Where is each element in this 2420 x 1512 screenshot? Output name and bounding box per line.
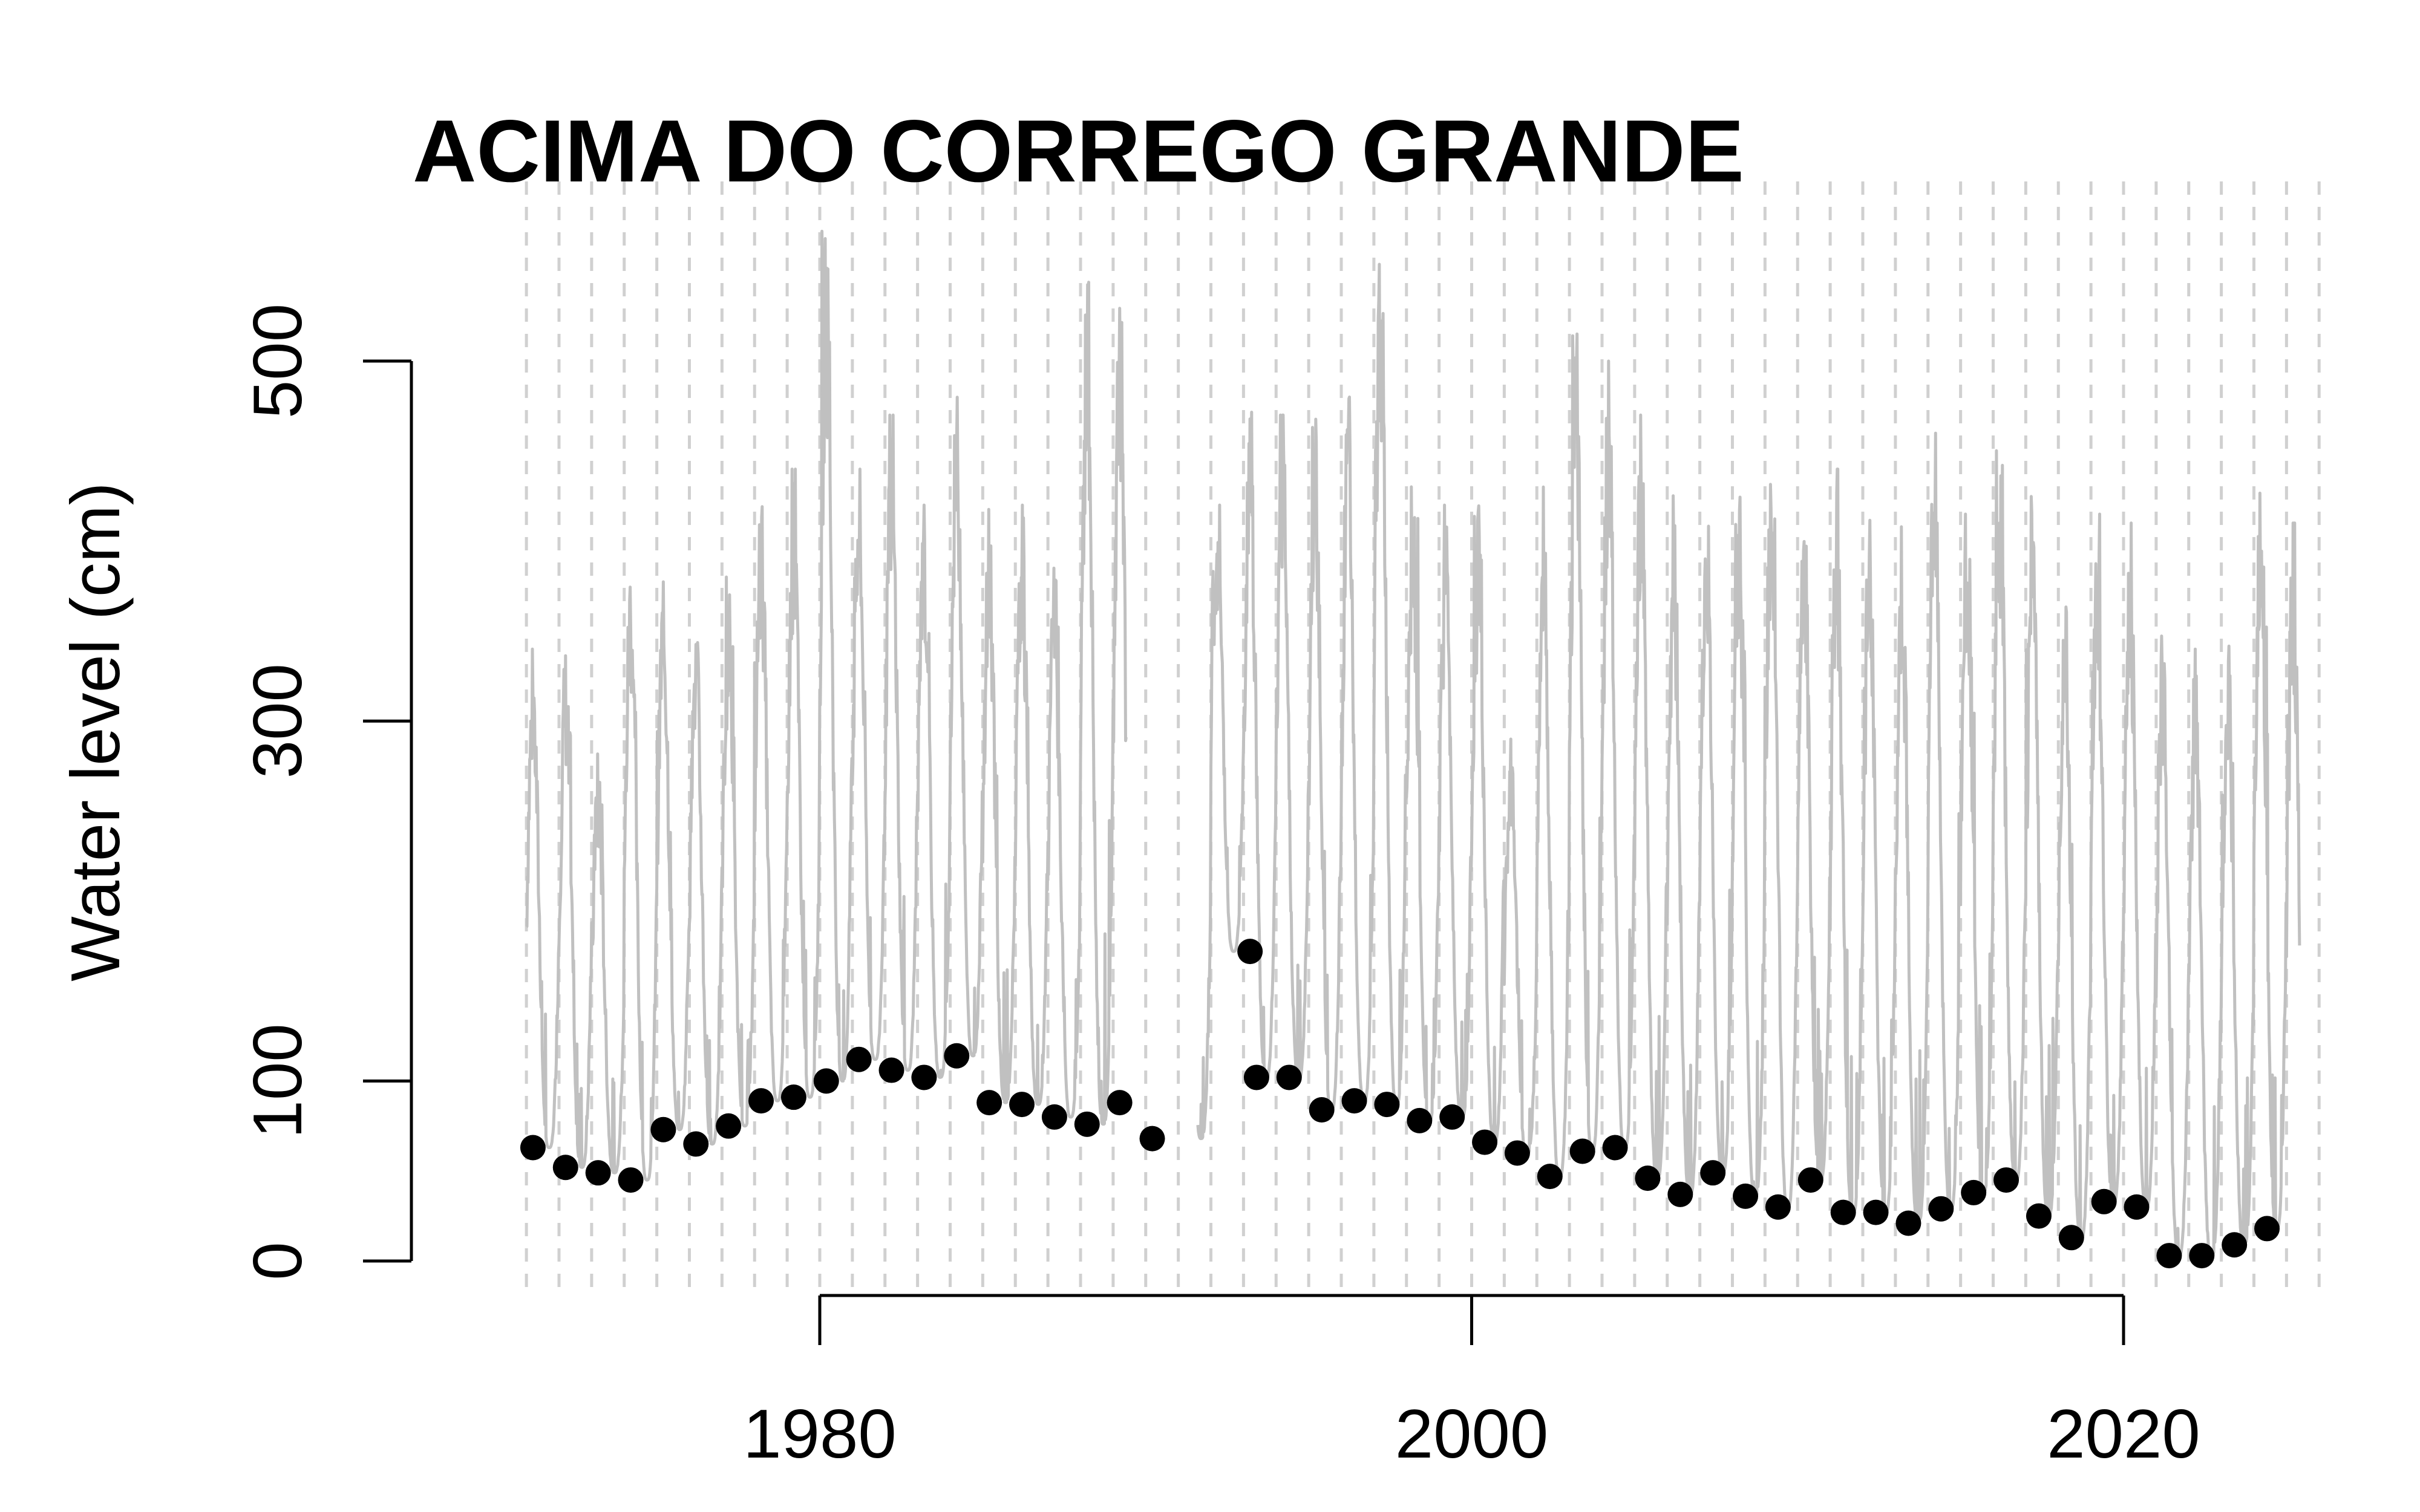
annual-minimum-point-27 (1407, 1107, 1433, 1133)
annual-minimum-point-41 (1863, 1199, 1889, 1225)
annual-minimum-point-37 (1733, 1183, 1759, 1209)
annual-minimum-point-34 (1635, 1165, 1661, 1191)
annual-minimum-point-20 (1139, 1126, 1165, 1152)
y-axis-label: Water level (cm) (57, 482, 134, 982)
annual-minimum-point-13 (911, 1064, 937, 1090)
annual-minimum-point-19 (1107, 1090, 1133, 1116)
annual-minimum-point-53 (2254, 1216, 2280, 1242)
chart-title: ACIMA DO CORREGO GRANDE (413, 102, 1744, 200)
y-tick-label-300: 300 (240, 663, 316, 778)
annual-minimum-point-10 (813, 1068, 839, 1094)
annual-minimum-point-9 (780, 1084, 806, 1110)
annual-minimum-point-40 (1830, 1199, 1856, 1225)
annual-minimum-point-2 (552, 1155, 578, 1181)
annual-minimum-point-24 (1309, 1097, 1335, 1123)
annual-minimum-point-49 (2124, 1194, 2150, 1220)
annual-minimum-point-36 (1700, 1160, 1726, 1186)
x-tick-label-1980: 1980 (743, 1396, 897, 1473)
y-tick-label-100: 100 (240, 1023, 316, 1138)
annual-minimum-point-43 (1928, 1196, 1954, 1222)
annual-minimum-point-38 (1765, 1194, 1791, 1220)
annual-minimum-point-5 (650, 1116, 676, 1142)
annual-minimum-point-15 (976, 1090, 1002, 1116)
annual-minimum-point-3 (585, 1160, 611, 1186)
annual-minimum-point-1 (520, 1135, 546, 1161)
y-axis: 0 100 300 500 (240, 304, 413, 1280)
annual-minimum-point-42 (1895, 1210, 1921, 1236)
annual-minimum-point-39 (1797, 1167, 1823, 1193)
annual-minimum-point-18 (1074, 1111, 1100, 1137)
annual-minimum-point-44 (1961, 1179, 1987, 1205)
annual-minimum-point-11 (846, 1046, 872, 1072)
annual-minimum-point-51 (2189, 1243, 2215, 1269)
annual-minimum-point-6 (683, 1131, 709, 1157)
annual-minimum-point-46 (2026, 1203, 2052, 1229)
annual-minimum-point-29 (1472, 1129, 1498, 1155)
annual-minimum-point-23 (1276, 1064, 1302, 1090)
annual-minimum-points (520, 939, 2280, 1269)
annual-minimum-point-14 (944, 1043, 970, 1069)
annual-minimum-point-50 (2156, 1243, 2182, 1269)
annual-minimum-point-16 (1009, 1092, 1035, 1118)
annual-minimum-point-52 (2222, 1232, 2248, 1258)
y-tick-label-500: 500 (240, 304, 316, 419)
x-tick-label-2020: 2020 (2047, 1396, 2200, 1473)
x-axis: 1980 2000 2020 (743, 1294, 2200, 1473)
annual-minimum-point-8 (748, 1088, 774, 1114)
annual-minimum-point-7 (716, 1113, 742, 1139)
y-tick-label-0: 0 (240, 1242, 316, 1280)
annual-minimum-point-32 (1569, 1138, 1595, 1164)
annual-minimum-point-48 (2091, 1188, 2117, 1214)
annual-minimum-point-30 (1504, 1140, 1530, 1166)
annual-minimum-point-45 (1993, 1167, 2019, 1193)
annual-minimum-point-31 (1537, 1164, 1563, 1190)
annual-minimum-point-35 (1667, 1181, 1693, 1207)
annual-minimum-point-17 (1041, 1104, 1067, 1130)
annual-minimum-point-33 (1602, 1135, 1628, 1161)
annual-minimum-point-4 (618, 1167, 644, 1193)
annual-minimum-point-26 (1374, 1092, 1400, 1118)
annual-minimum-point-22 (1243, 1064, 1269, 1090)
x-tick-label-2000: 2000 (1395, 1396, 1549, 1473)
series-segment-1 (525, 229, 1128, 1182)
annual-minimum-point-28 (1439, 1104, 1465, 1130)
annual-minimum-point-25 (1341, 1088, 1367, 1114)
annual-minimum-point-47 (2058, 1225, 2084, 1251)
annual-minimum-point-12 (878, 1057, 904, 1083)
annual-minimum-point-21 (1237, 939, 1263, 965)
